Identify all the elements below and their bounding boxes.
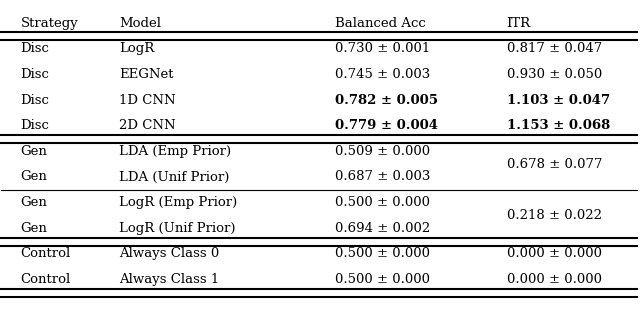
Text: 0.500 ± 0.000: 0.500 ± 0.000 — [335, 273, 430, 286]
Text: 0.694 ± 0.002: 0.694 ± 0.002 — [335, 222, 430, 235]
Text: 0.500 ± 0.000: 0.500 ± 0.000 — [335, 196, 430, 209]
Text: Control: Control — [20, 248, 70, 260]
Text: Gen: Gen — [20, 145, 47, 158]
Text: 0.678 ± 0.077: 0.678 ± 0.077 — [507, 158, 602, 171]
Text: 0.000 ± 0.000: 0.000 ± 0.000 — [507, 248, 602, 260]
Text: 0.687 ± 0.003: 0.687 ± 0.003 — [335, 170, 431, 183]
Text: 0.218 ± 0.022: 0.218 ± 0.022 — [507, 209, 602, 222]
Text: Disc: Disc — [20, 119, 49, 132]
Text: Control: Control — [20, 273, 70, 286]
Text: 1.153 ± 0.068: 1.153 ± 0.068 — [507, 119, 610, 132]
Text: LogR: LogR — [119, 42, 154, 55]
Text: 0.000 ± 0.000: 0.000 ± 0.000 — [507, 273, 602, 286]
Text: 2D CNN: 2D CNN — [119, 119, 175, 132]
Text: 0.500 ± 0.000: 0.500 ± 0.000 — [335, 248, 430, 260]
Text: Disc: Disc — [20, 93, 49, 107]
Text: Always Class 0: Always Class 0 — [119, 248, 220, 260]
Text: EEGNet: EEGNet — [119, 68, 173, 81]
Text: 0.930 ± 0.050: 0.930 ± 0.050 — [507, 68, 602, 81]
Text: Disc: Disc — [20, 68, 49, 81]
Text: 1D CNN: 1D CNN — [119, 93, 175, 107]
Text: 0.782 ± 0.005: 0.782 ± 0.005 — [335, 93, 438, 107]
Text: LogR (Unif Prior): LogR (Unif Prior) — [119, 222, 236, 235]
Text: Balanced Acc: Balanced Acc — [335, 16, 426, 30]
Text: 0.730 ± 0.001: 0.730 ± 0.001 — [335, 42, 430, 55]
Text: Always Class 1: Always Class 1 — [119, 273, 220, 286]
Text: LDA (Emp Prior): LDA (Emp Prior) — [119, 145, 231, 158]
Text: Model: Model — [119, 16, 161, 30]
Text: Disc: Disc — [20, 42, 49, 55]
Text: 0.779 ± 0.004: 0.779 ± 0.004 — [335, 119, 438, 132]
Text: 0.509 ± 0.000: 0.509 ± 0.000 — [335, 145, 430, 158]
Text: 0.745 ± 0.003: 0.745 ± 0.003 — [335, 68, 430, 81]
Text: Gen: Gen — [20, 170, 47, 183]
Text: LogR (Emp Prior): LogR (Emp Prior) — [119, 196, 237, 209]
Text: LDA (Unif Prior): LDA (Unif Prior) — [119, 170, 229, 183]
Text: Gen: Gen — [20, 222, 47, 235]
Text: Strategy: Strategy — [20, 16, 78, 30]
Text: ITR: ITR — [507, 16, 531, 30]
Text: Gen: Gen — [20, 196, 47, 209]
Text: 0.817 ± 0.047: 0.817 ± 0.047 — [507, 42, 602, 55]
Text: 1.103 ± 0.047: 1.103 ± 0.047 — [507, 93, 610, 107]
